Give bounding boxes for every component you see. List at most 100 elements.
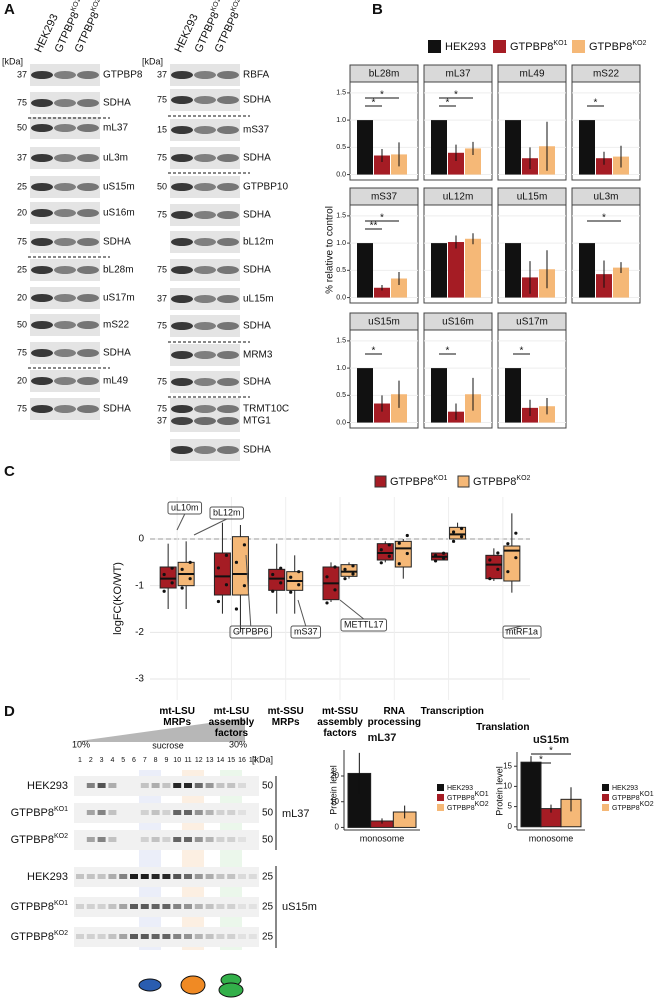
gel-band bbox=[238, 837, 246, 842]
blot-band bbox=[171, 295, 193, 303]
name: GTPBP8 bbox=[510, 41, 553, 53]
gel-band bbox=[162, 810, 171, 815]
point bbox=[325, 601, 329, 605]
legend-label: GTPBP8KO2 bbox=[589, 40, 647, 53]
y-tick-label: 0.0 bbox=[336, 171, 346, 178]
fraction-number: 14 bbox=[217, 757, 225, 764]
protein-label: SDHA bbox=[243, 210, 271, 221]
y-tick-label: 1.5 bbox=[336, 338, 346, 345]
name: HEK293 bbox=[612, 785, 638, 792]
x-tick-label: Transcription bbox=[420, 706, 484, 717]
bar bbox=[374, 155, 390, 175]
legend-swatch bbox=[437, 804, 444, 811]
point bbox=[170, 566, 174, 570]
blot-band bbox=[217, 378, 239, 386]
gel-band bbox=[130, 934, 138, 939]
legend-label: HEK293 bbox=[445, 41, 486, 53]
blot-band bbox=[171, 351, 193, 359]
point bbox=[279, 566, 283, 570]
blot-band bbox=[217, 154, 239, 162]
signif-label: ** bbox=[370, 221, 378, 232]
mw-marker: 75 bbox=[157, 94, 167, 104]
gel-band bbox=[205, 934, 214, 939]
name: HEK293 bbox=[447, 785, 473, 792]
facet-title: uL3m bbox=[593, 192, 618, 203]
name: GTPBP8 bbox=[589, 41, 632, 53]
blot-band bbox=[54, 266, 76, 274]
point bbox=[351, 564, 355, 568]
gradient-label: sucrose bbox=[152, 740, 184, 750]
annotation: mS37 bbox=[294, 626, 318, 636]
y-tick-label: -1 bbox=[135, 580, 144, 591]
gel-band bbox=[227, 837, 236, 842]
point bbox=[271, 572, 275, 577]
gel-band bbox=[140, 934, 149, 939]
protein-label: uS15m bbox=[282, 901, 317, 913]
blot-band bbox=[171, 405, 193, 413]
point bbox=[188, 577, 192, 581]
blot-band bbox=[54, 124, 76, 132]
signif-label: * bbox=[602, 213, 606, 224]
protein-label: uS15m bbox=[103, 182, 135, 193]
blot-band bbox=[31, 321, 53, 329]
gel-band bbox=[108, 810, 117, 815]
protein-label: SDHA bbox=[103, 98, 131, 109]
blot-band bbox=[77, 71, 99, 79]
box bbox=[485, 554, 503, 580]
mw-marker: 75 bbox=[157, 403, 167, 413]
gel-band bbox=[86, 837, 95, 842]
protein-label: SDHA bbox=[243, 265, 271, 276]
gel-band bbox=[216, 904, 225, 909]
row-label: GTPBP8KO1 bbox=[11, 806, 69, 819]
blot-band bbox=[31, 99, 53, 107]
mw-marker: 37 bbox=[157, 69, 167, 79]
annotation-leader bbox=[176, 513, 186, 531]
bar bbox=[579, 120, 595, 175]
name: GTPBP8 bbox=[447, 795, 475, 802]
point bbox=[170, 581, 174, 585]
fraction-highlight bbox=[139, 770, 161, 950]
y-tick-label: 0.5 bbox=[336, 144, 346, 151]
gel-band bbox=[86, 783, 95, 788]
point bbox=[297, 583, 301, 587]
gel-band bbox=[86, 904, 95, 909]
box bbox=[268, 568, 286, 591]
fraction-number: 1 bbox=[78, 757, 82, 764]
gel-band bbox=[184, 874, 192, 879]
protein-label: MRM3 bbox=[243, 350, 273, 361]
gel-band bbox=[194, 934, 203, 939]
legend-label: GTPBP8KO2 bbox=[447, 801, 489, 812]
point bbox=[514, 556, 518, 560]
blot-band bbox=[194, 183, 216, 191]
point bbox=[351, 572, 355, 576]
gel-band bbox=[119, 874, 128, 879]
blot-band bbox=[54, 154, 76, 162]
name: GTPBP8 bbox=[11, 807, 54, 819]
protein-label: RBFA bbox=[243, 70, 269, 81]
superscript: KO2 bbox=[90, 0, 102, 13]
x-tick-label: RNA processing bbox=[367, 706, 421, 728]
gel-band bbox=[173, 810, 182, 815]
ribosome-icon bbox=[138, 978, 162, 992]
point bbox=[488, 577, 492, 581]
mw-marker: 50 bbox=[262, 781, 274, 792]
y-axis-title: % relative to control bbox=[325, 206, 336, 294]
blot-band bbox=[54, 99, 76, 107]
annotation: bL12m bbox=[213, 507, 241, 517]
legend-label: GTPBP8KO1 bbox=[390, 475, 448, 488]
protein-label: mL37 bbox=[282, 808, 310, 820]
blot-band bbox=[194, 378, 216, 386]
blot-band bbox=[171, 322, 193, 330]
row-label: GTPBP8KO2 bbox=[11, 930, 69, 943]
gel-band bbox=[238, 904, 246, 909]
mw-marker: 20 bbox=[17, 292, 27, 302]
point bbox=[379, 548, 383, 552]
protein-label: uS16m bbox=[103, 208, 135, 219]
protein-label: bL12m bbox=[243, 237, 274, 248]
bar bbox=[431, 243, 447, 298]
gel-band bbox=[76, 874, 84, 879]
blot-band bbox=[31, 405, 53, 413]
blot-band bbox=[217, 238, 239, 246]
ribosome-icon bbox=[218, 982, 244, 998]
gel-band bbox=[130, 874, 138, 879]
